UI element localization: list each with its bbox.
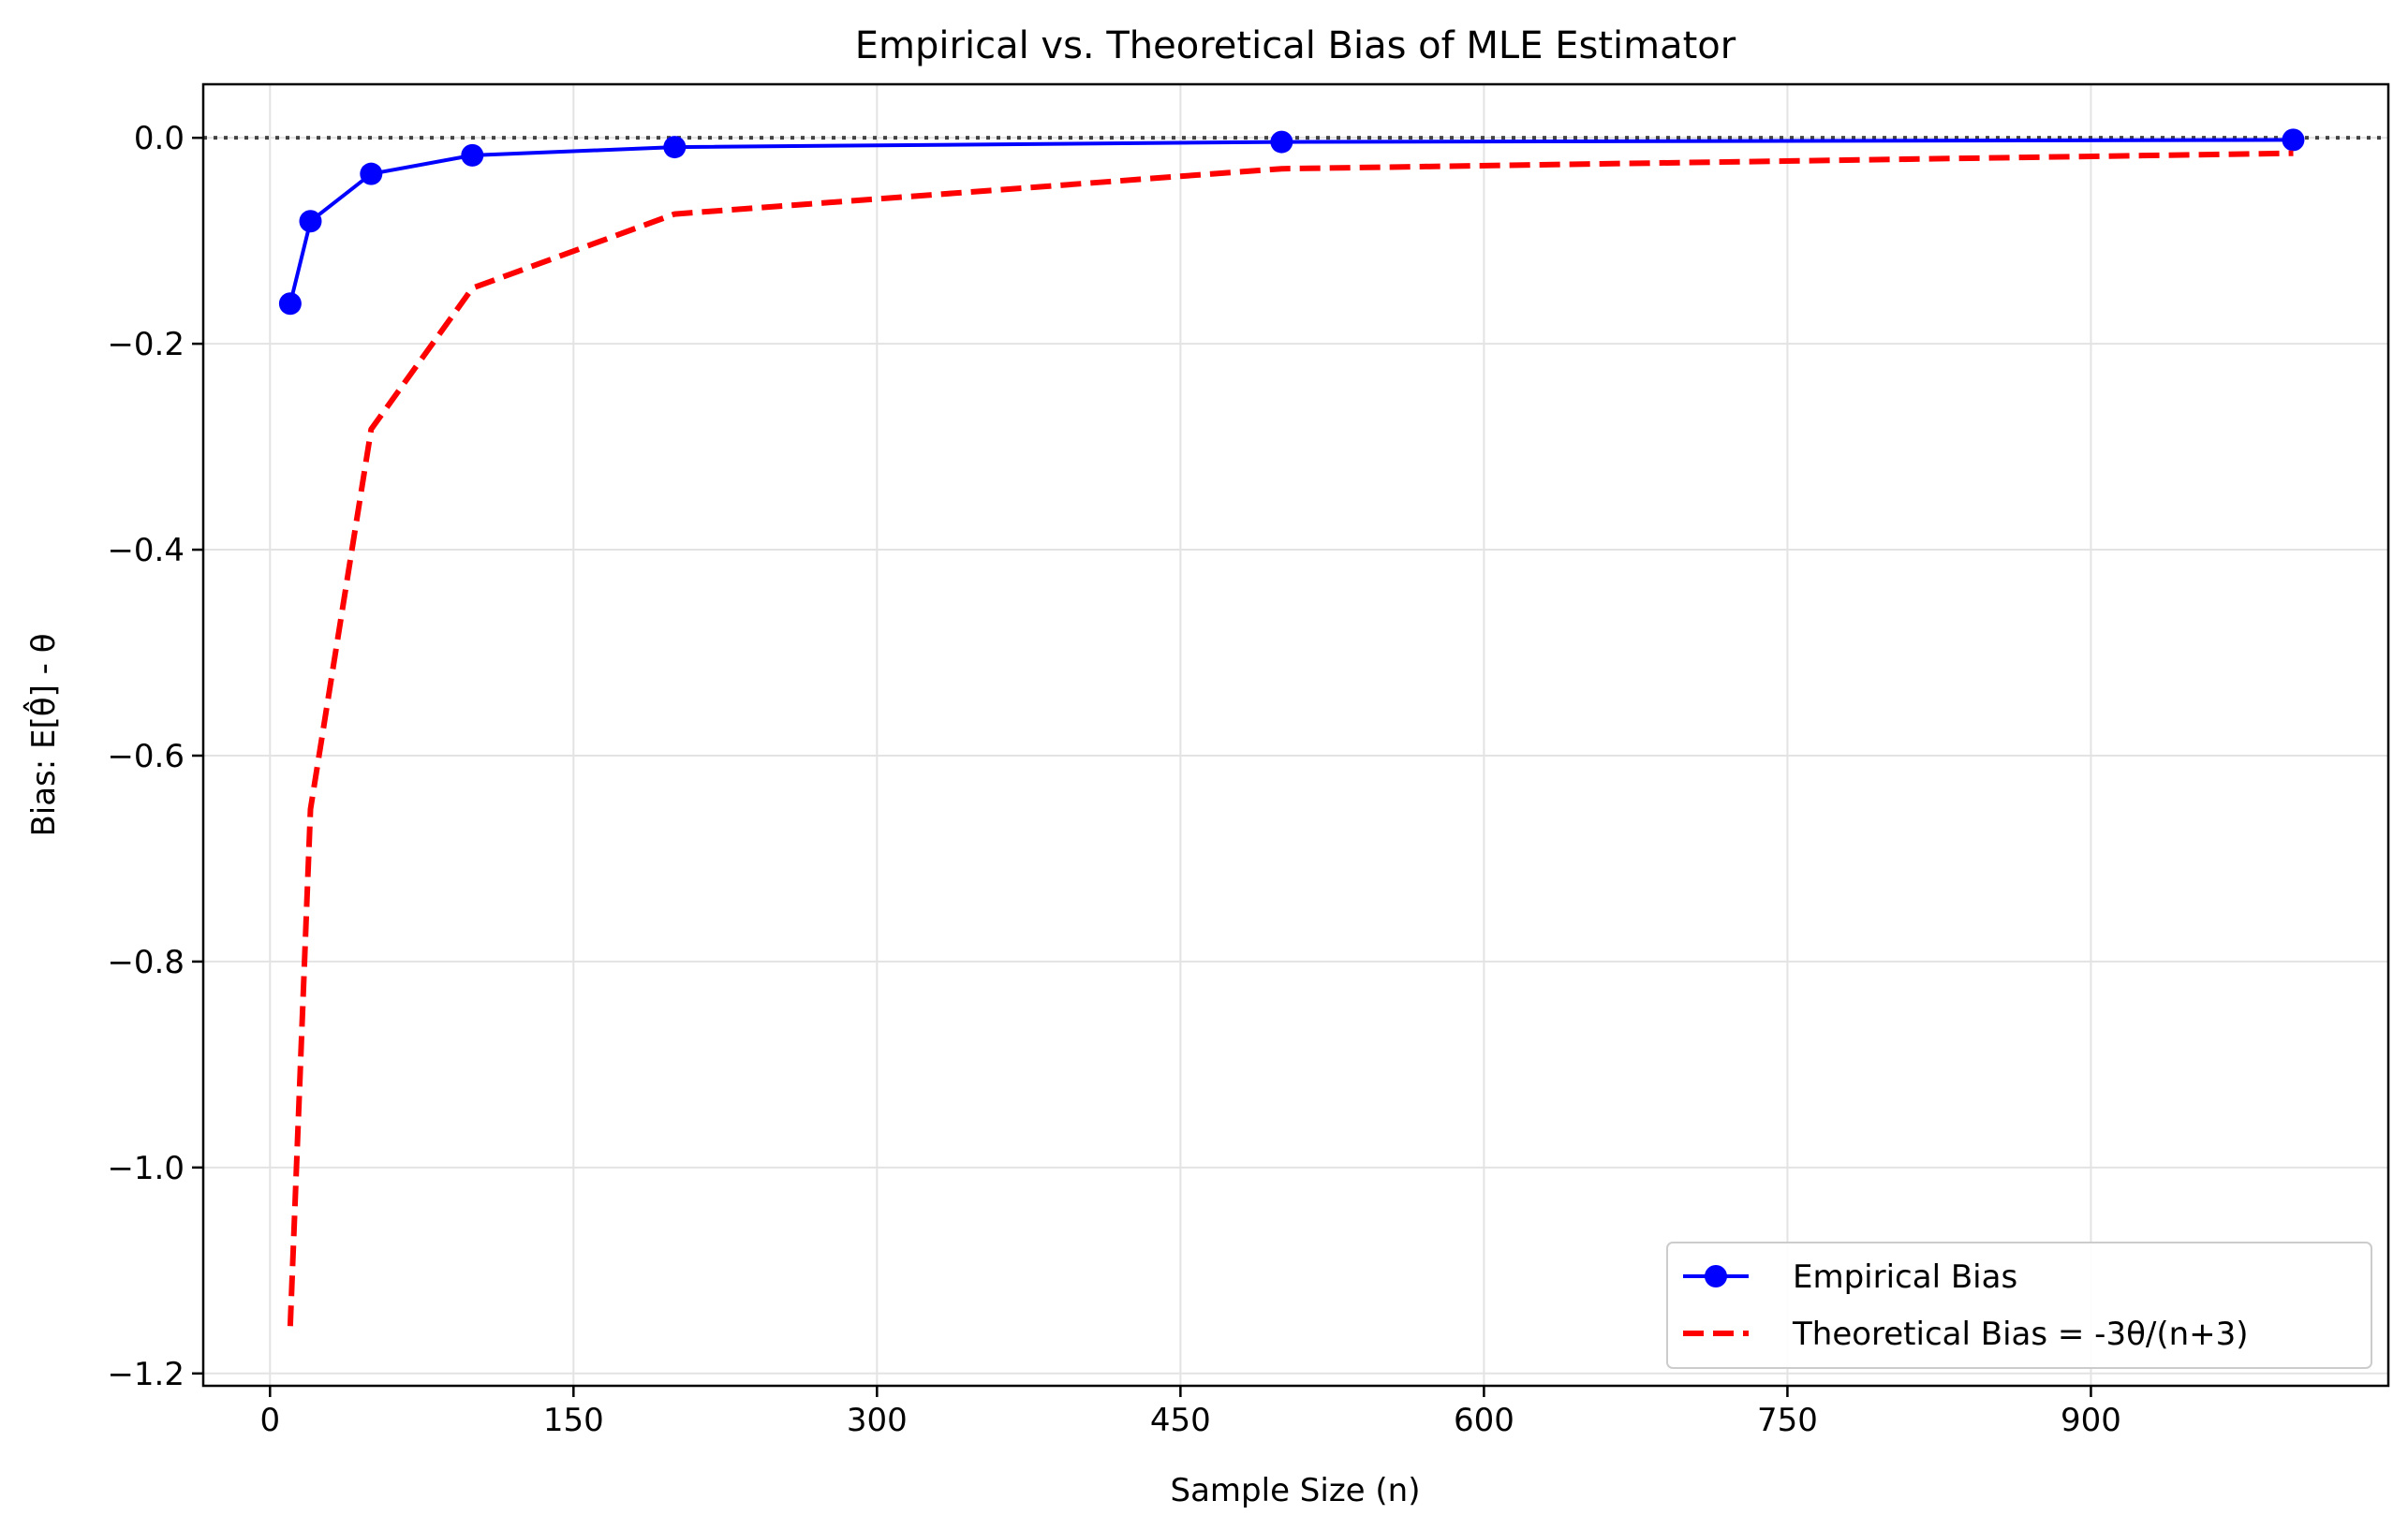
data-point-empirical-6 xyxy=(2282,128,2305,152)
data-point-empirical-1 xyxy=(299,210,322,233)
x-tick-label-2: 300 xyxy=(847,1402,908,1439)
x-axis-label: Sample Size (n) xyxy=(1171,1472,1421,1509)
legend: Empirical Bias Theoretical Bias = -3θ/(n… xyxy=(1666,1242,2372,1369)
legend-box xyxy=(1666,1242,2372,1369)
y-axis-ticks: 0.0 −0.2 −0.4 −0.6 −0.8 −1.0 −1.2 xyxy=(107,120,203,1393)
data-point-empirical-4 xyxy=(663,136,687,159)
data-point-empirical-0 xyxy=(278,292,302,316)
legend-label-theoretical: Theoretical Bias = -3θ/(n+3) xyxy=(1792,1316,2249,1353)
y-tick-label-5: −1.0 xyxy=(107,1150,185,1187)
legend-label-empirical: Empirical Bias xyxy=(1793,1258,2017,1296)
x-tick-label-1: 150 xyxy=(543,1402,604,1439)
chart-title: Empirical vs. Theoretical Bias of MLE Es… xyxy=(855,24,1736,67)
series-lines xyxy=(278,128,2305,1327)
y-tick-label-1: −0.2 xyxy=(107,326,185,363)
data-point-empirical-2 xyxy=(360,162,383,185)
x-tick-label-3: 450 xyxy=(1150,1402,1211,1439)
data-point-empirical-3 xyxy=(461,143,484,167)
plot-frame xyxy=(201,82,2390,1388)
x-axis-ticks: 0 150 300 450 600 750 900 xyxy=(259,1386,2121,1439)
legend-marker-empirical xyxy=(1705,1265,1727,1287)
y-tick-label-0: 0.0 xyxy=(134,120,185,157)
y-tick-label-2: −0.4 xyxy=(107,532,185,569)
x-tick-label-0: 0 xyxy=(259,1402,280,1439)
y-tick-label-3: −0.6 xyxy=(107,738,185,775)
x-tick-label-5: 750 xyxy=(1757,1402,1818,1439)
series-line-theoretical xyxy=(287,150,2294,1327)
data-point-empirical-5 xyxy=(1270,130,1293,154)
y-tick-label-4: −0.8 xyxy=(107,944,185,981)
y-axis-label: Bias: E[θ̂] - θ xyxy=(23,633,63,836)
y-tick-label-6: −1.2 xyxy=(107,1356,185,1393)
x-tick-label-4: 600 xyxy=(1454,1402,1514,1439)
x-tick-label-6: 900 xyxy=(2061,1402,2121,1439)
